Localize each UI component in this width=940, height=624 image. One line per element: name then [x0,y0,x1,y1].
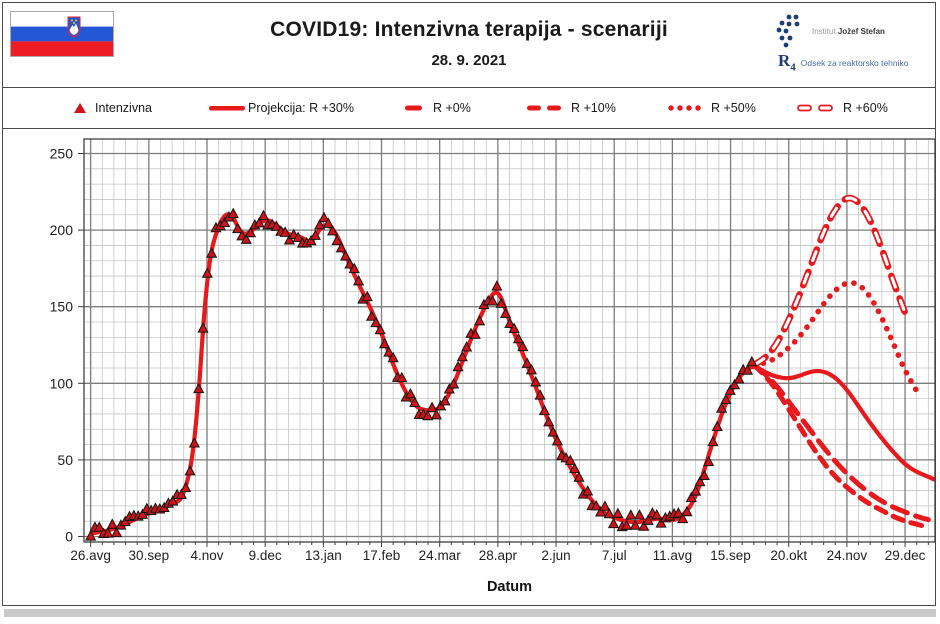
page-title: COVID19: Intenzivna terapija - scenariji [270,18,668,41]
svg-text:24.nov: 24.nov [827,548,868,563]
institute-block: Institut Jožef Stefan R4 Odsek za reakto… [776,12,926,78]
svg-text:29.dec: 29.dec [885,548,926,563]
svg-text:13.jan: 13.jan [305,548,342,563]
department-name: Odsek za reaktorsko tehniko [800,57,909,68]
r4-logo: R4 [778,51,796,74]
triangle-marker-icon [74,103,86,113]
legend-item-r60: R +60% [796,88,888,128]
svg-text:2.jun: 2.jun [541,548,570,563]
svg-text:28.apr: 28.apr [479,548,518,563]
svg-text:100: 100 [50,375,74,391]
dot-line-icon [668,105,701,111]
svg-text:7.jul: 7.jul [602,548,627,563]
slovenia-flag [10,11,114,62]
svg-text:Datum: Datum [487,579,532,595]
chart-area: 26.avg 30.sep 4.nov 9.dec 13.jan 17.feb 24.mar… [0,127,940,605]
hollowdash-line-icon [797,104,833,112]
legend-item-r30: Projekcija: R +30% [208,88,354,128]
svg-text:11.avg: 11.avg [653,548,693,563]
report-date: 28. 9. 2021 [431,52,507,69]
svg-text:15.sep: 15.sep [710,548,751,563]
window-frame [2,2,936,606]
longdash-line-icon [527,105,561,111]
svg-text:30.sep: 30.sep [129,548,170,563]
svg-text:200: 200 [50,222,74,238]
svg-text:0: 0 [65,529,73,545]
svg-text:50: 50 [57,452,73,468]
legend-item-r10: R +10% [526,88,616,128]
bottom-scroll-strip[interactable] [4,609,936,617]
svg-text:150: 150 [50,299,74,315]
svg-text:4.nov: 4.nov [190,548,223,563]
chart-legend: Intenzivna Projekcija: R +30% R +0% R +1… [2,88,936,129]
legend-item-r50: R +50% [666,88,756,128]
dash-line-icon [405,105,422,111]
legend-item-r0: R +0% [402,88,471,128]
svg-text:20.okt: 20.okt [770,548,807,563]
svg-text:26.avg: 26.avg [70,548,111,563]
coat-of-arms [67,16,81,38]
institute-name: Institut Jožef Stefan [812,26,885,36]
ijs-logo-dots [776,14,800,48]
legend-item-intenzivna: Intenzivna [72,88,152,128]
svg-text:9.dec: 9.dec [249,548,282,563]
chart-svg: 26.avg 30.sep 4.nov 9.dec 13.jan 17.feb 24.mar… [0,127,940,610]
svg-text:17.feb: 17.feb [363,548,401,563]
header: COVID19: Intenzivna terapija - scenariji… [2,2,936,88]
svg-text:24.mar: 24.mar [419,548,462,563]
svg-text:250: 250 [50,146,74,162]
solid-line-icon [209,106,245,111]
